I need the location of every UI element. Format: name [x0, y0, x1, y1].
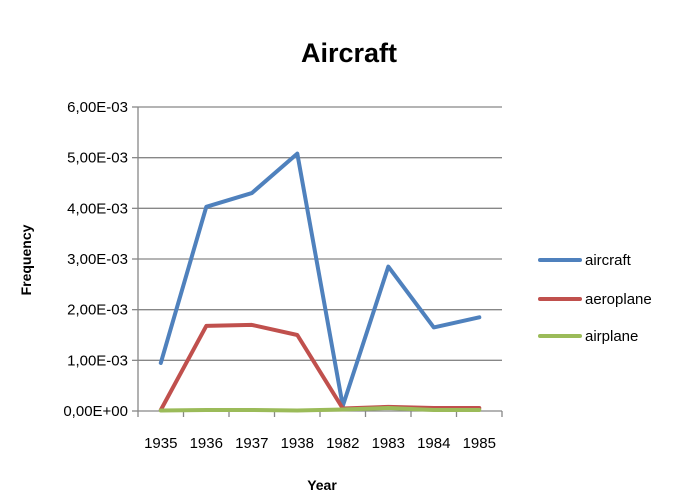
legend-label-airplane: airplane: [585, 328, 638, 345]
series-line-aeroplane: [158, 322, 482, 412]
y-tick-label: 1,00E-03: [67, 352, 128, 369]
x-axis-tick-labels: 1935 1936 1937 1938 1982 1983 1984 1985: [144, 435, 496, 452]
series-lines: [158, 151, 482, 413]
x-axis-title: Year: [307, 477, 337, 493]
x-tick-label: 1935: [144, 435, 177, 452]
y-tick-label: 4,00E-03: [67, 200, 128, 217]
y-tick-label: 5,00E-03: [67, 150, 128, 167]
x-tick-label: 1984: [417, 435, 450, 452]
x-tick-label: 1982: [326, 435, 359, 452]
series-line-aircraft: [158, 151, 482, 408]
x-tick-label: 1985: [463, 435, 496, 452]
legend-label-aeroplane: aeroplane: [585, 291, 652, 308]
x-tick-label: 1938: [281, 435, 314, 452]
y-axis-tick-labels: 0,00E+00 1,00E-03 2,00E-03 3,00E-03 4,00E-03…: [63, 99, 128, 420]
y-tick-label: 2,00E-03: [67, 302, 128, 319]
chart-title: Aircraft: [301, 38, 397, 68]
legend-label-aircraft: aircraft: [585, 252, 632, 269]
series-line-airplane: [158, 406, 482, 413]
y-tick-label: 6,00E-03: [67, 99, 128, 116]
legend: aircraft aeroplane airplane: [538, 252, 652, 345]
x-tick-label: 1936: [190, 435, 223, 452]
gridlines: [138, 106, 502, 361]
x-tick-label: 1937: [235, 435, 268, 452]
y-tick-label: 3,00E-03: [67, 251, 128, 268]
y-tick-label: 0,00E+00: [63, 403, 128, 420]
x-tick-label: 1983: [372, 435, 405, 452]
y-axis-title: Frequency: [18, 224, 34, 295]
